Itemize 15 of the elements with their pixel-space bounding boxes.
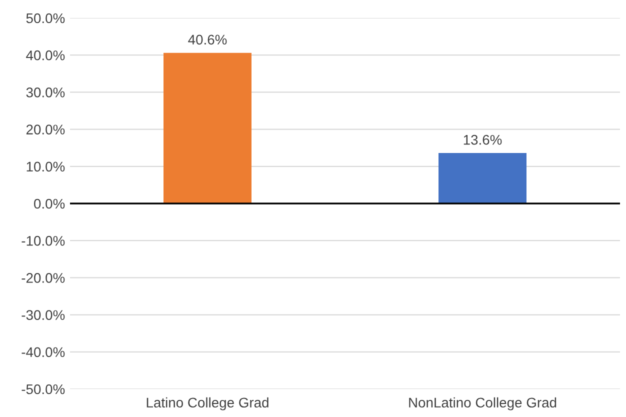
y-tick-label: -40.0% [22,347,65,358]
y-tick-label: 30.0% [26,88,65,98]
x-tick-label: NonLatino College Grad [409,397,556,410]
y-tick-label: 50.0% [26,13,65,24]
y-tick-label: 20.0% [26,124,65,134]
y-tick-label: 40.0% [26,50,65,60]
x-tick-label: Latino College Grad [146,397,268,410]
y-tick-label: -10.0% [22,236,65,246]
y-tick-label: 0.0% [34,198,65,209]
y-tick-label: -50.0% [22,384,65,394]
y-tick-label: -20.0% [22,273,65,283]
y-tick-label: -30.0% [22,310,65,320]
data-label: 40.6% [188,34,227,45]
data-label: 13.6% [464,134,502,145]
y-tick-label: 10.0% [26,162,65,172]
